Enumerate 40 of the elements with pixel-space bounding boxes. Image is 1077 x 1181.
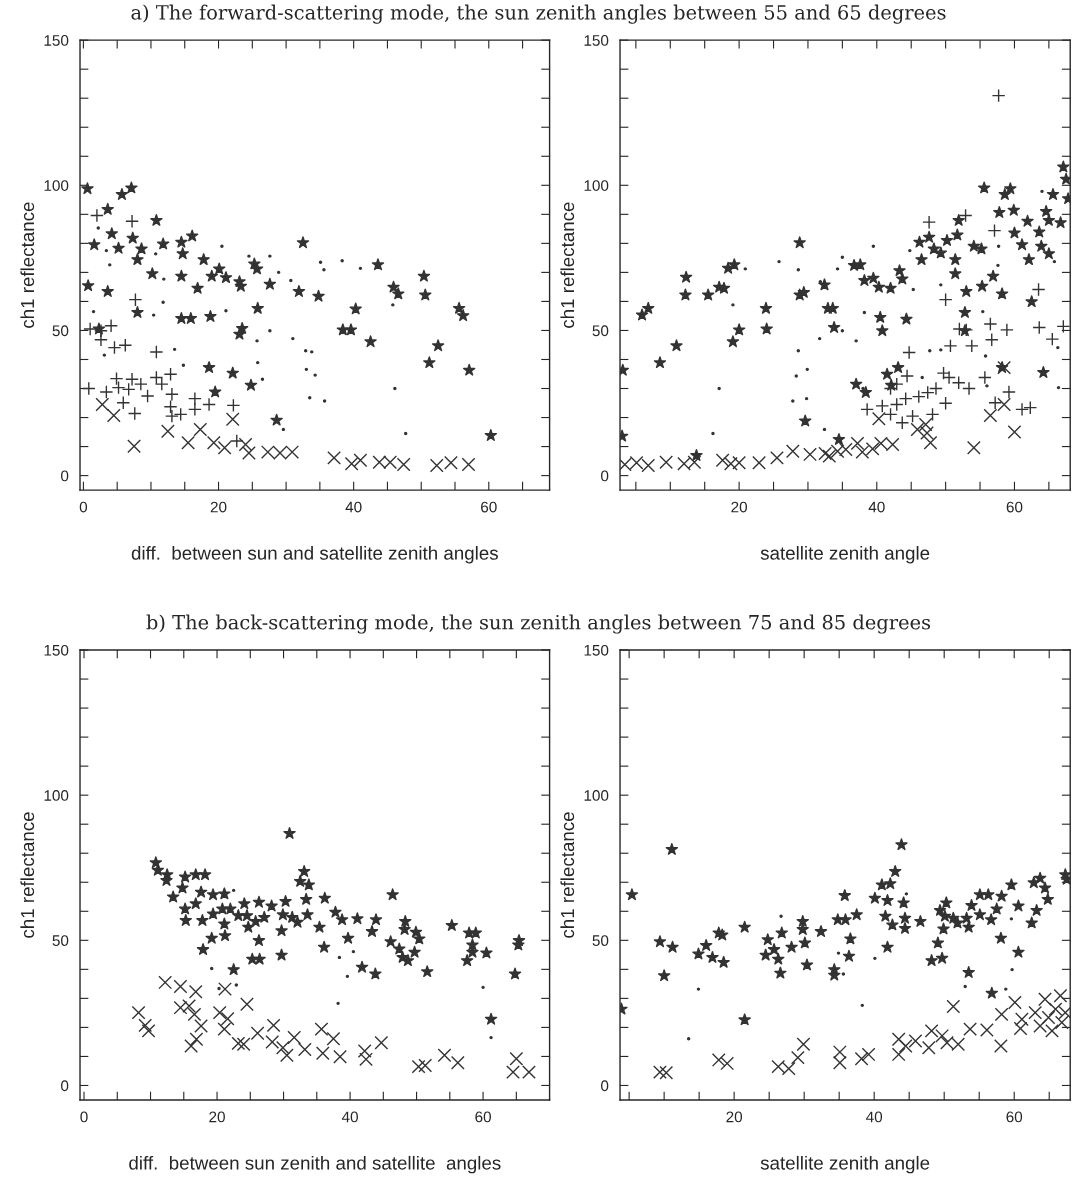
- x-tick-label: 40: [866, 1111, 883, 1123]
- y-tick-label: 100: [44, 790, 69, 801]
- y-tick-label: 100: [584, 790, 609, 801]
- y-tick-label: 100: [584, 180, 609, 191]
- y-tick-label: 100: [44, 180, 69, 191]
- x-tick-label: 20: [209, 1111, 225, 1123]
- y-tick-label: 50: [592, 935, 609, 947]
- chart-title: b) The back-scattering mode, the sun zenith angles between 75 and 85 degrees: [146, 614, 931, 634]
- y-tick-label: 150: [44, 35, 69, 46]
- y-tick-label: 50: [52, 935, 69, 947]
- x-tick-label: 20: [210, 501, 227, 513]
- x-tick-label: 0: [80, 1111, 88, 1123]
- y-tick-label: 150: [584, 35, 609, 46]
- x-tick-label: 0: [79, 501, 88, 513]
- chart-title: a) The forward-scattering mode, the sun zenith angles between 55 and 65 degrees: [131, 4, 946, 24]
- x-axis-title: diff. between sun zenith and satellite angles: [129, 1155, 501, 1174]
- y-tick-label: 0: [61, 470, 69, 482]
- x-tick-label: 20: [731, 501, 748, 513]
- x-tick-label: 20: [726, 1111, 743, 1123]
- y-tick-label: 50: [592, 325, 609, 337]
- y-axis-title: ch1 reflectance: [20, 202, 35, 328]
- x-tick-label: 40: [341, 1111, 358, 1123]
- x-tick-label: 60: [481, 501, 497, 513]
- x-axis-title: satellite zenith angle: [760, 546, 930, 564]
- y-tick-label: 0: [601, 1080, 609, 1092]
- y-axis-title: ch1 reflectance: [20, 812, 35, 938]
- y-tick-label: 50: [52, 325, 69, 337]
- x-axis-title: diff. between sun and satellite zenith angles: [131, 546, 498, 564]
- y-tick-label: 150: [44, 644, 69, 656]
- x-tick-label: 60: [475, 1111, 491, 1123]
- x-tick-label: 60: [1006, 1111, 1023, 1123]
- y-axis-title: ch1 reflectance: [560, 202, 575, 328]
- y-tick-label: 0: [601, 470, 609, 482]
- x-tick-label: 40: [345, 501, 362, 513]
- x-axis-title: satellite zenith angle: [760, 1155, 930, 1174]
- x-tick-label: 60: [1006, 501, 1023, 513]
- y-tick-label: 150: [584, 644, 609, 656]
- y-axis-title: ch1 reflectance: [560, 812, 575, 938]
- x-tick-label: 40: [868, 501, 885, 513]
- y-tick-label: 0: [61, 1080, 69, 1092]
